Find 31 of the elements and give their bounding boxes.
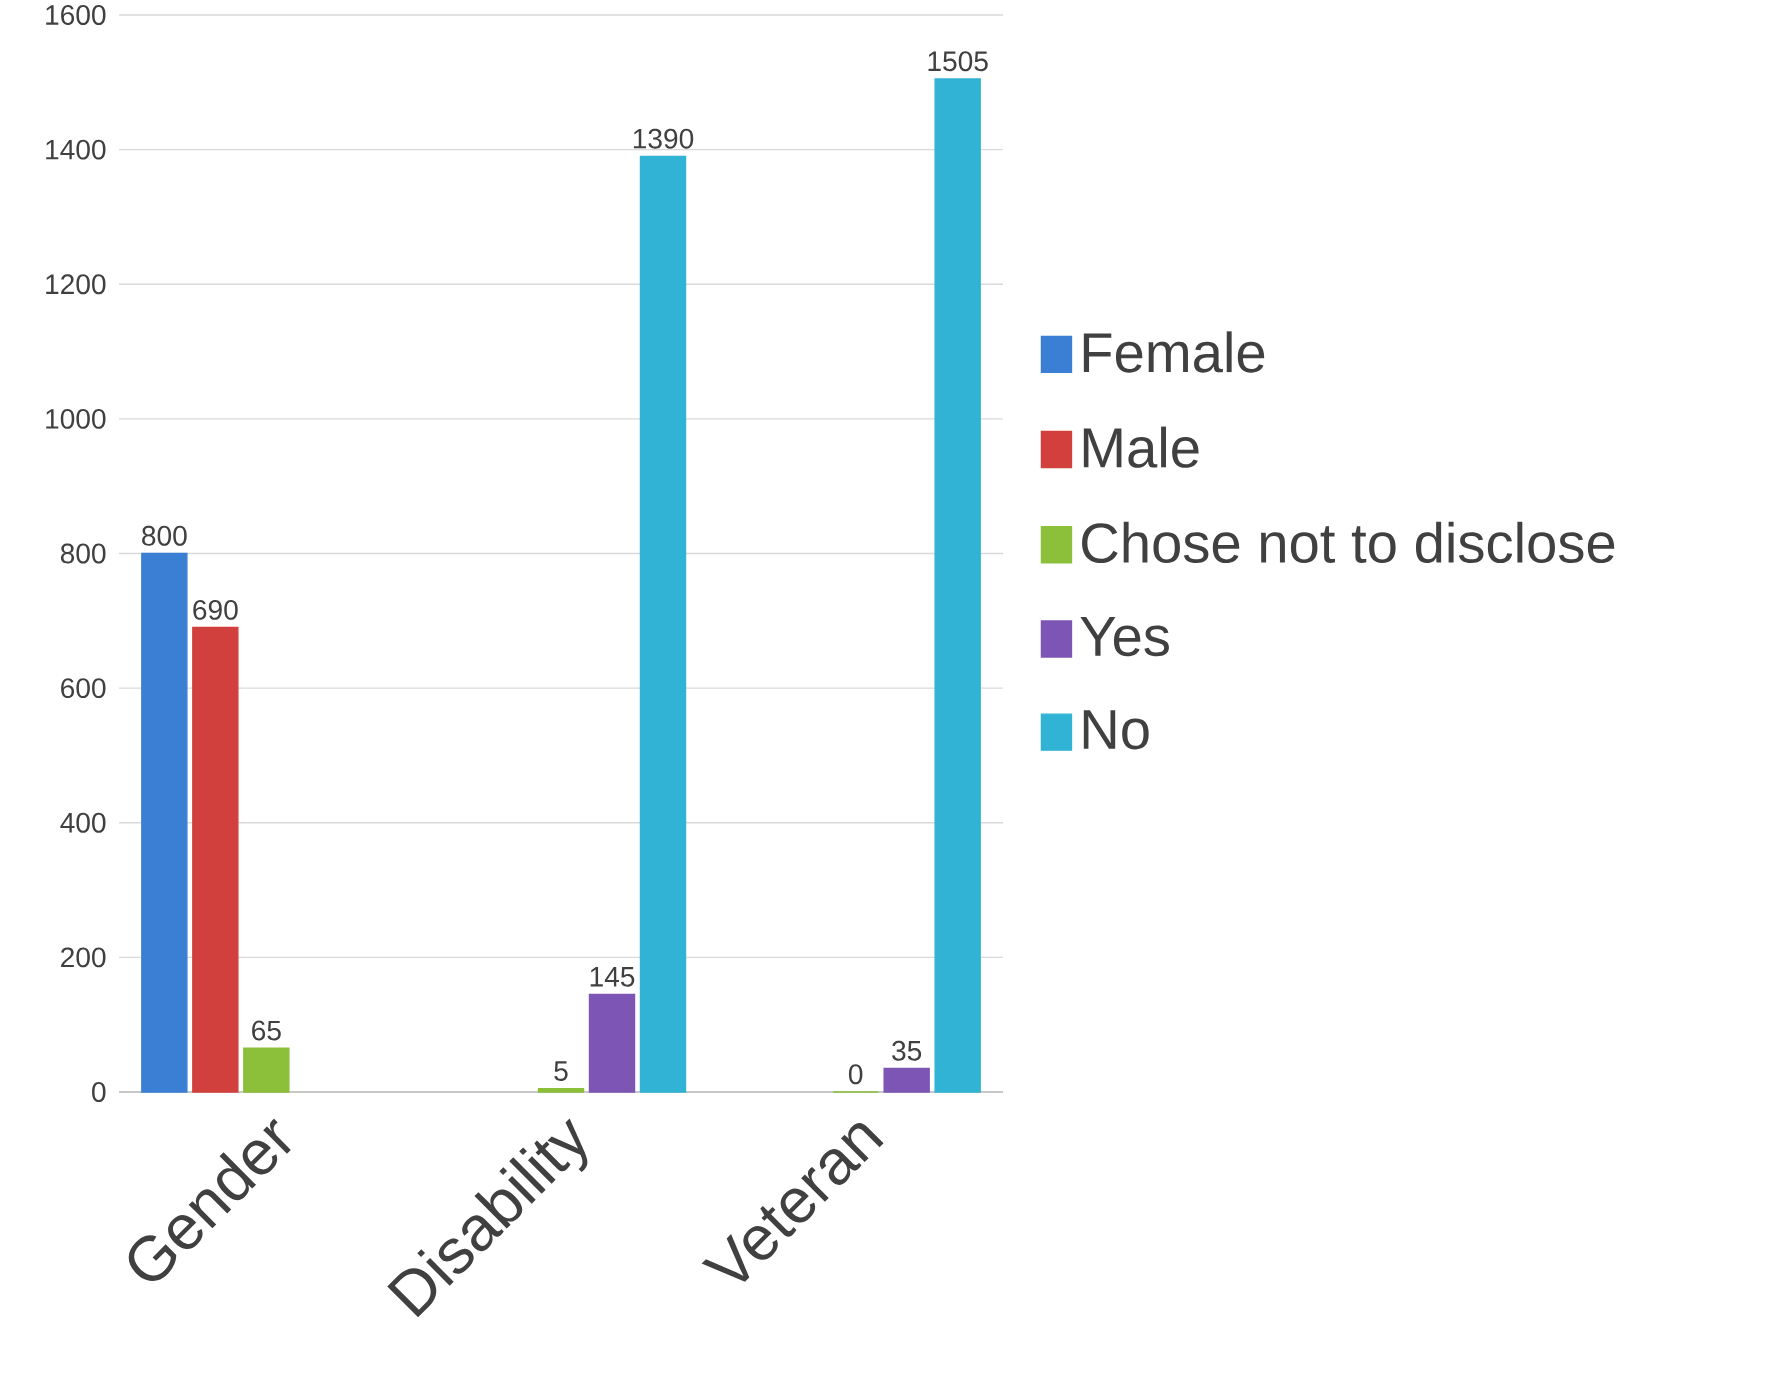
data-label: 145	[590, 967, 635, 987]
y-tick-label: 1000	[46, 408, 106, 429]
y-tick-label: 1400	[46, 139, 106, 160]
bar	[192, 626, 239, 1093]
y-tick-label: 0	[92, 1082, 106, 1102]
data-label: 1390	[633, 128, 694, 149]
y-tick-label: 600	[61, 678, 106, 699]
y-tick-label: 800	[60, 543, 106, 564]
bar	[141, 552, 188, 1093]
legend-label: Yes	[1080, 616, 1169, 657]
data-label: 690	[193, 599, 238, 620]
y-tick-label: 1200	[46, 274, 106, 295]
legend-label: Male	[1083, 426, 1199, 468]
bar	[639, 155, 687, 1093]
data-label: 5	[554, 1061, 568, 1081]
data-label: 800	[142, 525, 187, 546]
legend-label: Female	[1083, 331, 1265, 373]
data-label: 65	[252, 1020, 281, 1041]
bar	[883, 1067, 930, 1093]
bar	[588, 993, 636, 1093]
legend-label: No	[1083, 710, 1149, 750]
data-label: 35	[892, 1040, 922, 1061]
y-tick-label: 400	[60, 812, 106, 833]
bar	[537, 1087, 585, 1093]
bar	[243, 1047, 290, 1093]
y-tick-label: 1600	[46, 5, 106, 25]
y-tick-label: 200	[61, 947, 106, 968]
data-label: 0	[848, 1064, 863, 1085]
data-label: 1505	[928, 51, 988, 72]
legend-label: Chose not to disclose	[1082, 521, 1615, 564]
bar	[934, 78, 981, 1093]
